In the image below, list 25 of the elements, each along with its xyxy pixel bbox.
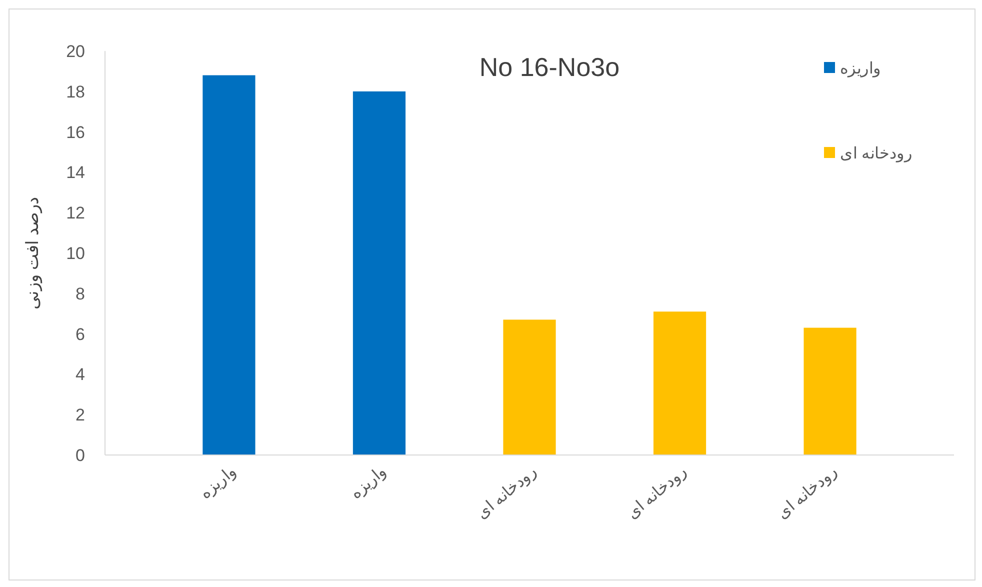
x-tick-label: رودخانه ای — [624, 463, 690, 523]
bar — [352, 91, 406, 455]
y-tick-label: 6 — [76, 324, 85, 344]
x-tick-label: رودخانه ای — [774, 463, 841, 523]
legend-label: واریزه — [840, 60, 881, 78]
y-tick-label: 2 — [76, 406, 85, 425]
y-tick-label: 14 — [66, 163, 85, 182]
y-tick-label: 4 — [76, 365, 85, 384]
x-tick-label: واریزه — [197, 463, 240, 502]
bar — [202, 75, 256, 455]
bar — [804, 328, 856, 455]
x-tick-label: رودخانه ای — [474, 463, 540, 523]
y-tick-label: 8 — [76, 284, 85, 304]
y-tick-label: 16 — [66, 122, 85, 142]
x-tick-label: واریزه — [347, 463, 390, 502]
chart-title: No 16-No3o — [479, 52, 620, 82]
y-tick-label: 20 — [66, 42, 85, 61]
y-tick-label: 18 — [66, 82, 85, 102]
y-tick-label: 12 — [66, 204, 85, 223]
y-tick-label: 0 — [76, 446, 85, 465]
y-tick-label: 10 — [66, 244, 85, 263]
bar — [503, 320, 556, 455]
legend-label: رودخانه ای — [840, 146, 912, 163]
y-axis-title: درصد افت وزنی — [23, 196, 43, 310]
bar — [653, 312, 706, 455]
